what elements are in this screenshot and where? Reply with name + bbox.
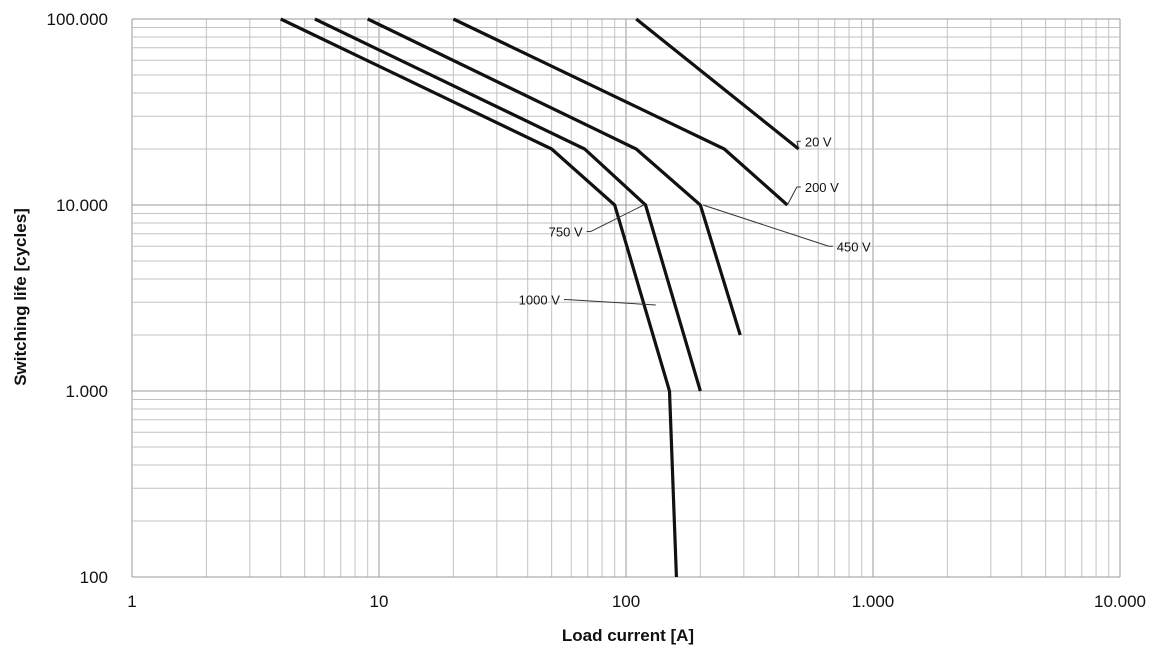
annotation-leader-line [590, 204, 644, 232]
series-line-450v [367, 17, 742, 336]
series-line-200v [452, 17, 789, 207]
series-line-20v [635, 17, 800, 151]
series-annotations: 20 V 200 V 450 V 750 V 1000 V [519, 134, 871, 307]
x-tick-label: 1 [127, 592, 136, 611]
series-label: 20 V [805, 134, 832, 149]
series-label: 450 V [837, 239, 871, 254]
annotation-leader-line [796, 141, 800, 150]
tick-labels: 1 10 100 1.000 10.000 100 1.000 10.000 100.000 [47, 10, 1146, 611]
series-label: 200 V [805, 180, 839, 195]
y-tick-label: 10.000 [56, 196, 108, 215]
series-line-1000v [280, 17, 679, 578]
y-axis-title: Switching life [cycles] [11, 208, 30, 386]
annotation-20v: 20 V [796, 134, 832, 150]
series-label: 1000 V [519, 293, 561, 308]
series-line-750v [314, 17, 702, 392]
annotation-leader-line [567, 299, 656, 306]
annotation-leader-line [702, 204, 829, 247]
x-axis-title: Load current [A] [562, 626, 694, 645]
x-tick-label: 100 [612, 592, 640, 611]
annotation-200v: 200 V [786, 180, 839, 206]
grid [131, 18, 1121, 578]
series-label: 750 V [549, 225, 583, 240]
x-tick-label: 1.000 [852, 592, 895, 611]
x-tick-label: 10 [370, 592, 389, 611]
y-tick-label: 100 [80, 568, 108, 587]
y-tick-label: 1.000 [65, 382, 108, 401]
annotation-450v: 450 V [702, 204, 871, 254]
series-lines [280, 17, 800, 578]
annotation-leader-line [786, 186, 798, 206]
x-tick-label: 10.000 [1094, 592, 1146, 611]
y-tick-label: 100.000 [47, 10, 108, 29]
annotation-750v: 750 V [549, 204, 644, 240]
annotation-1000v: 1000 V [519, 293, 656, 308]
